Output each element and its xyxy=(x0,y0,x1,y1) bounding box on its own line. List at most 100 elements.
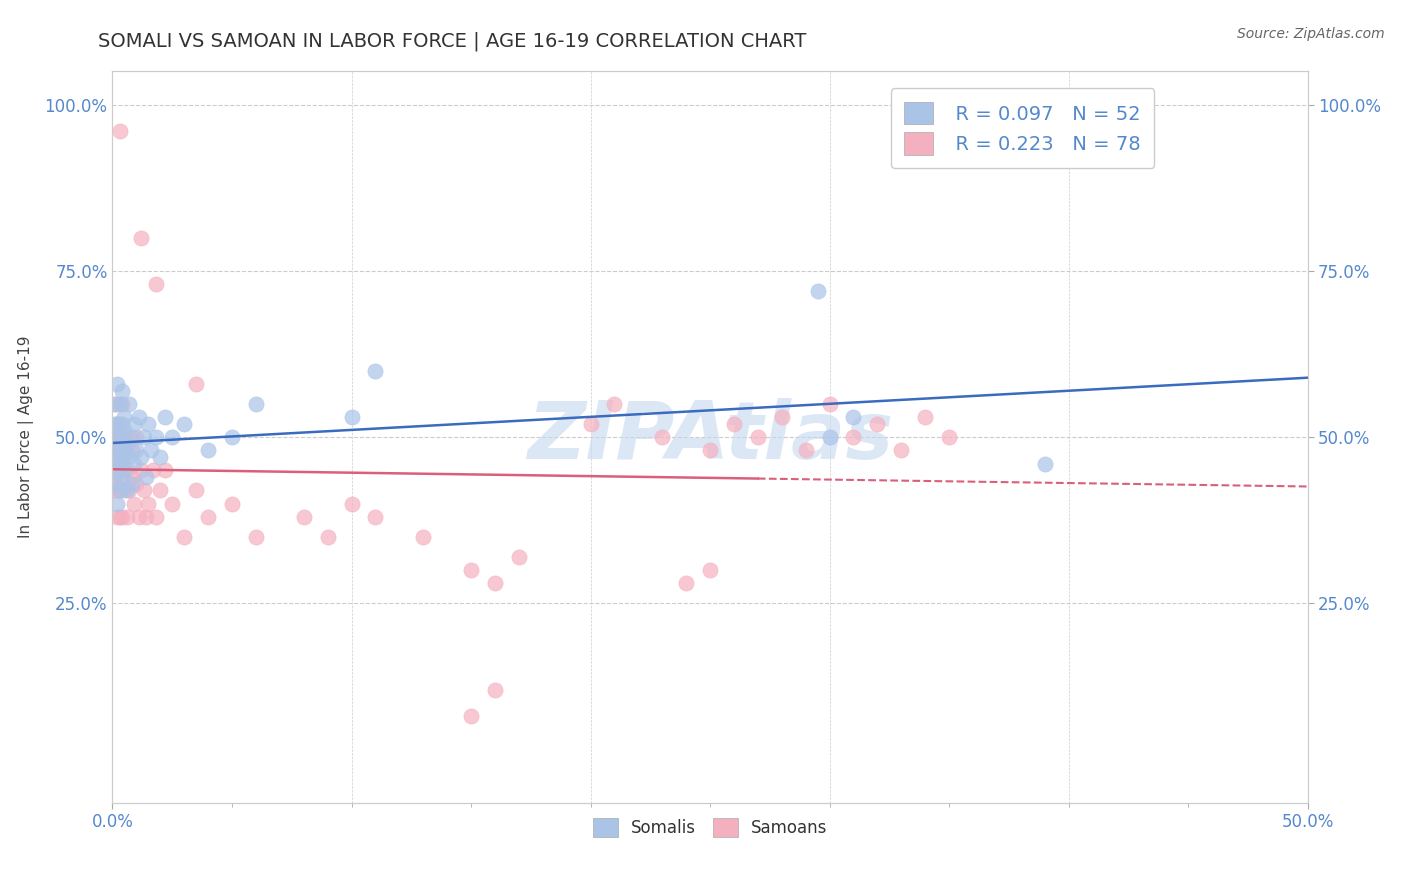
Point xyxy=(108,397,131,411)
Point xyxy=(105,417,128,431)
Point xyxy=(104,397,127,411)
Point xyxy=(794,443,817,458)
Point xyxy=(484,682,506,697)
Point xyxy=(818,430,841,444)
Point xyxy=(138,417,160,431)
Point xyxy=(135,470,157,484)
Point xyxy=(118,430,141,444)
Point xyxy=(890,443,912,458)
Point xyxy=(105,463,128,477)
Point xyxy=(186,376,208,391)
Point xyxy=(122,497,145,511)
Point xyxy=(105,497,128,511)
Text: SOMALI VS SAMOAN IN LABOR FORCE | AGE 16-19 CORRELATION CHART: SOMALI VS SAMOAN IN LABOR FORCE | AGE 16… xyxy=(98,31,807,51)
Text: Source: ZipAtlas.com: Source: ZipAtlas.com xyxy=(1237,27,1385,41)
Point xyxy=(221,497,243,511)
Point xyxy=(104,476,127,491)
Point xyxy=(121,470,143,484)
Point xyxy=(603,397,626,411)
Point xyxy=(105,376,128,391)
Point xyxy=(121,443,143,458)
Point xyxy=(114,450,135,464)
Point xyxy=(114,483,135,498)
Point xyxy=(866,417,889,431)
Point xyxy=(842,410,865,425)
Point xyxy=(245,397,267,411)
Point xyxy=(115,436,138,450)
Point xyxy=(807,284,830,298)
Point xyxy=(938,430,960,444)
Point xyxy=(128,410,150,425)
Point xyxy=(364,509,387,524)
Point xyxy=(145,509,167,524)
Point xyxy=(132,430,155,444)
Point xyxy=(105,417,128,431)
Point xyxy=(108,457,131,471)
Point xyxy=(145,277,167,292)
Point xyxy=(108,509,131,524)
Legend: Somalis, Samoans: Somalis, Samoans xyxy=(585,810,835,846)
Point xyxy=(292,509,315,524)
Point xyxy=(340,410,363,425)
Point xyxy=(118,483,141,498)
Point xyxy=(651,430,673,444)
Point xyxy=(149,483,172,498)
Point xyxy=(508,549,530,564)
Point xyxy=(153,463,176,477)
Point xyxy=(111,430,134,444)
Point xyxy=(484,576,506,591)
Point xyxy=(105,443,128,458)
Point xyxy=(135,509,157,524)
Point xyxy=(104,397,127,411)
Point xyxy=(111,470,134,484)
Point xyxy=(108,470,131,484)
Point xyxy=(105,463,128,477)
Point xyxy=(675,576,697,591)
Point xyxy=(114,424,135,438)
Point xyxy=(197,509,219,524)
Point xyxy=(115,509,138,524)
Point xyxy=(186,483,208,498)
Point xyxy=(340,497,363,511)
Point xyxy=(699,563,721,577)
Point xyxy=(153,410,176,425)
Point xyxy=(108,417,131,431)
Point xyxy=(316,530,339,544)
Point xyxy=(770,410,793,425)
Point xyxy=(122,457,145,471)
Point xyxy=(111,397,134,411)
Point xyxy=(111,417,134,431)
Point xyxy=(114,443,135,458)
Point xyxy=(245,530,267,544)
Point xyxy=(129,230,152,244)
Point xyxy=(121,430,143,444)
Point xyxy=(111,450,134,464)
Point xyxy=(108,483,131,498)
Point xyxy=(108,124,131,138)
Point xyxy=(121,476,143,491)
Point xyxy=(108,483,131,498)
Point xyxy=(142,463,165,477)
Point xyxy=(914,410,936,425)
Point xyxy=(122,417,145,431)
Point xyxy=(723,417,745,431)
Point xyxy=(221,430,243,444)
Point xyxy=(364,363,387,377)
Point xyxy=(105,483,128,498)
Point xyxy=(125,443,148,458)
Point xyxy=(104,443,127,458)
Point xyxy=(114,410,135,425)
Point xyxy=(125,430,148,444)
Point xyxy=(149,450,172,464)
Point xyxy=(104,483,127,498)
Point xyxy=(115,483,138,498)
Point xyxy=(104,430,127,444)
Text: ZIPAtlas: ZIPAtlas xyxy=(527,398,893,476)
Point xyxy=(412,530,434,544)
Point xyxy=(129,463,152,477)
Point xyxy=(108,443,131,458)
Point xyxy=(108,450,131,464)
Point xyxy=(105,430,128,444)
Point xyxy=(173,530,195,544)
Point xyxy=(129,450,152,464)
